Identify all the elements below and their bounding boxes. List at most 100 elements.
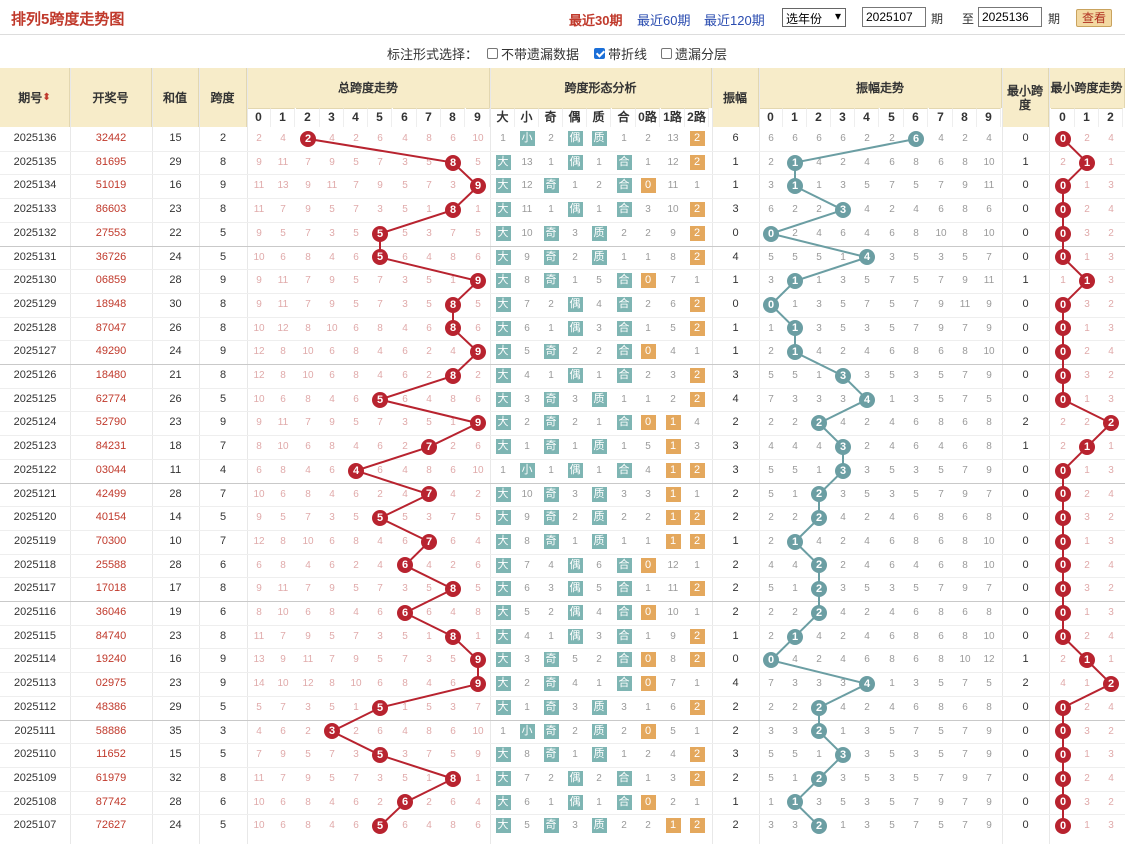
span-missing: 4 bbox=[353, 441, 359, 453]
to-period-input[interactable]: 2025136 bbox=[978, 7, 1042, 27]
amp-value: 2 bbox=[732, 416, 739, 429]
min-span-ball: 0 bbox=[1055, 510, 1071, 527]
shape-tag: 1 bbox=[661, 483, 685, 506]
amp-missing: 7 bbox=[962, 796, 968, 808]
span-missing: 7 bbox=[377, 583, 383, 595]
shape-tag: 大 bbox=[491, 743, 515, 766]
span-missing: 6 bbox=[280, 251, 286, 263]
shape-tag: 1 bbox=[661, 459, 685, 482]
view-button[interactable]: 查看 bbox=[1076, 9, 1112, 27]
checkbox-layered[interactable] bbox=[661, 48, 672, 59]
amp-missing: 3 bbox=[864, 464, 870, 476]
amp-missing: 4 bbox=[889, 417, 895, 429]
shape-tag-label: 奇 bbox=[543, 225, 559, 241]
shape-tag-label: 2 bbox=[689, 770, 705, 786]
span-missing: 10 bbox=[277, 607, 289, 618]
span-value: 4 bbox=[219, 463, 227, 476]
checkbox-polyline[interactable] bbox=[594, 48, 605, 59]
min-span-value: 0 bbox=[1022, 463, 1029, 476]
sum-value: 23 bbox=[169, 677, 182, 690]
span-missing: 6 bbox=[280, 488, 286, 500]
sort-icon[interactable]: ⬍ bbox=[42, 91, 51, 103]
shape-tag: 质 bbox=[587, 127, 611, 150]
span-missing: 2 bbox=[426, 370, 432, 381]
amp-value: 3 bbox=[732, 748, 739, 761]
link-recent-60[interactable]: 最近60期 bbox=[637, 13, 691, 28]
draw-number: 84740 bbox=[95, 629, 127, 642]
amp-missing: 6 bbox=[889, 559, 895, 571]
shape-tag-label: 小 bbox=[519, 462, 535, 478]
span-ball: 4 bbox=[348, 462, 364, 479]
span-digit-header-5: 5 bbox=[368, 108, 392, 127]
amp-missing: 2 bbox=[792, 204, 798, 216]
min-digit-header-1: 1 bbox=[1075, 108, 1099, 127]
shape-tag-label: 0 bbox=[640, 676, 656, 692]
span-missing: 4 bbox=[329, 796, 335, 808]
shape-missing: 2 bbox=[596, 180, 602, 192]
shape-tag-label: 奇 bbox=[543, 249, 559, 265]
span-missing: 8 bbox=[426, 133, 432, 144]
span-missing: 5 bbox=[402, 512, 408, 524]
amp-missing: 5 bbox=[792, 251, 798, 263]
option-layered[interactable]: 遗漏分层 bbox=[661, 44, 727, 63]
min-span-missing: 3 bbox=[1108, 322, 1114, 334]
shape-tag: 小 bbox=[515, 459, 539, 482]
span-missing: 9 bbox=[256, 583, 262, 595]
amp-missing: 6 bbox=[913, 417, 919, 429]
min-span-value: 0 bbox=[1022, 582, 1029, 595]
period-cell: 2025129 bbox=[13, 297, 57, 310]
shape-missing: 3 bbox=[548, 583, 554, 595]
sum-value: 26 bbox=[169, 392, 182, 405]
span-ball: 6 bbox=[397, 794, 413, 811]
span-value: 6 bbox=[219, 558, 227, 571]
amp-missing: 5 bbox=[792, 464, 798, 476]
option-no-missing[interactable]: 不带遗漏数据 bbox=[487, 44, 579, 63]
period-cell: 2025134 bbox=[13, 179, 57, 192]
shape-tag: 0 bbox=[636, 648, 660, 671]
min-span-missing: 3 bbox=[1084, 298, 1090, 310]
shape-tag-label: 大 bbox=[495, 225, 511, 241]
span-missing: 5 bbox=[426, 417, 432, 429]
trend-table: 期号 ⬍ 开奖号 和值 跨度 总跨度走势 跨度形态分析 振幅 振幅走势 最小跨度 最小跨度走势 0 1 2… bbox=[0, 68, 1125, 844]
sum-value: 24 bbox=[169, 250, 182, 263]
link-recent-30[interactable]: 最近30期 bbox=[569, 13, 623, 28]
span-missing: 9 bbox=[305, 204, 311, 216]
span-missing: 7 bbox=[280, 630, 286, 642]
shape-header-1: 小 bbox=[515, 108, 539, 127]
span-missing: 5 bbox=[353, 227, 359, 239]
checkbox-no-missing[interactable] bbox=[487, 48, 498, 59]
shape-tag: 合 bbox=[612, 269, 636, 292]
amp-missing: 4 bbox=[889, 441, 895, 453]
shape-missing: 2 bbox=[621, 725, 627, 737]
sum-value: 28 bbox=[169, 795, 182, 808]
span-missing: 5 bbox=[353, 583, 359, 595]
col-period-header[interactable]: 期号 ⬍ bbox=[0, 68, 70, 127]
option-layered-label: 遗漏分层 bbox=[675, 47, 728, 62]
min-span-missing: 3 bbox=[1108, 275, 1114, 287]
amp-missing: 7 bbox=[962, 393, 968, 405]
year-select[interactable]: 选年份 bbox=[782, 8, 846, 27]
shape-tag: 合 bbox=[612, 767, 636, 790]
min-span-ball: 0 bbox=[1055, 486, 1071, 503]
span-missing: 10 bbox=[277, 678, 289, 690]
amp-missing: 4 bbox=[864, 204, 870, 216]
option-polyline-label: 带折线 bbox=[608, 47, 648, 62]
span-missing: 8 bbox=[329, 607, 335, 618]
span-missing: 4 bbox=[402, 133, 408, 144]
amp-value: 1 bbox=[732, 345, 739, 358]
amp-missing: 2 bbox=[768, 701, 774, 713]
min-span-missing: 2 bbox=[1108, 227, 1114, 239]
draw-number: 18948 bbox=[95, 297, 127, 310]
row-divider bbox=[0, 743, 1125, 745]
min-span-value: 0 bbox=[1022, 748, 1029, 761]
link-recent-120[interactable]: 最近120期 bbox=[704, 13, 765, 28]
amp-missing: 10 bbox=[983, 535, 995, 547]
shape-missing: 2 bbox=[645, 820, 651, 832]
col-amp-header: 振幅 bbox=[712, 68, 759, 127]
amp-missing: 11 bbox=[983, 180, 995, 192]
amp-missing: 1 bbox=[889, 678, 895, 690]
from-period-input[interactable]: 2025107 bbox=[862, 7, 926, 27]
span-missing: 2 bbox=[305, 725, 311, 737]
shape-missing: 3 bbox=[645, 488, 651, 500]
option-polyline[interactable]: 带折线 bbox=[594, 44, 647, 63]
